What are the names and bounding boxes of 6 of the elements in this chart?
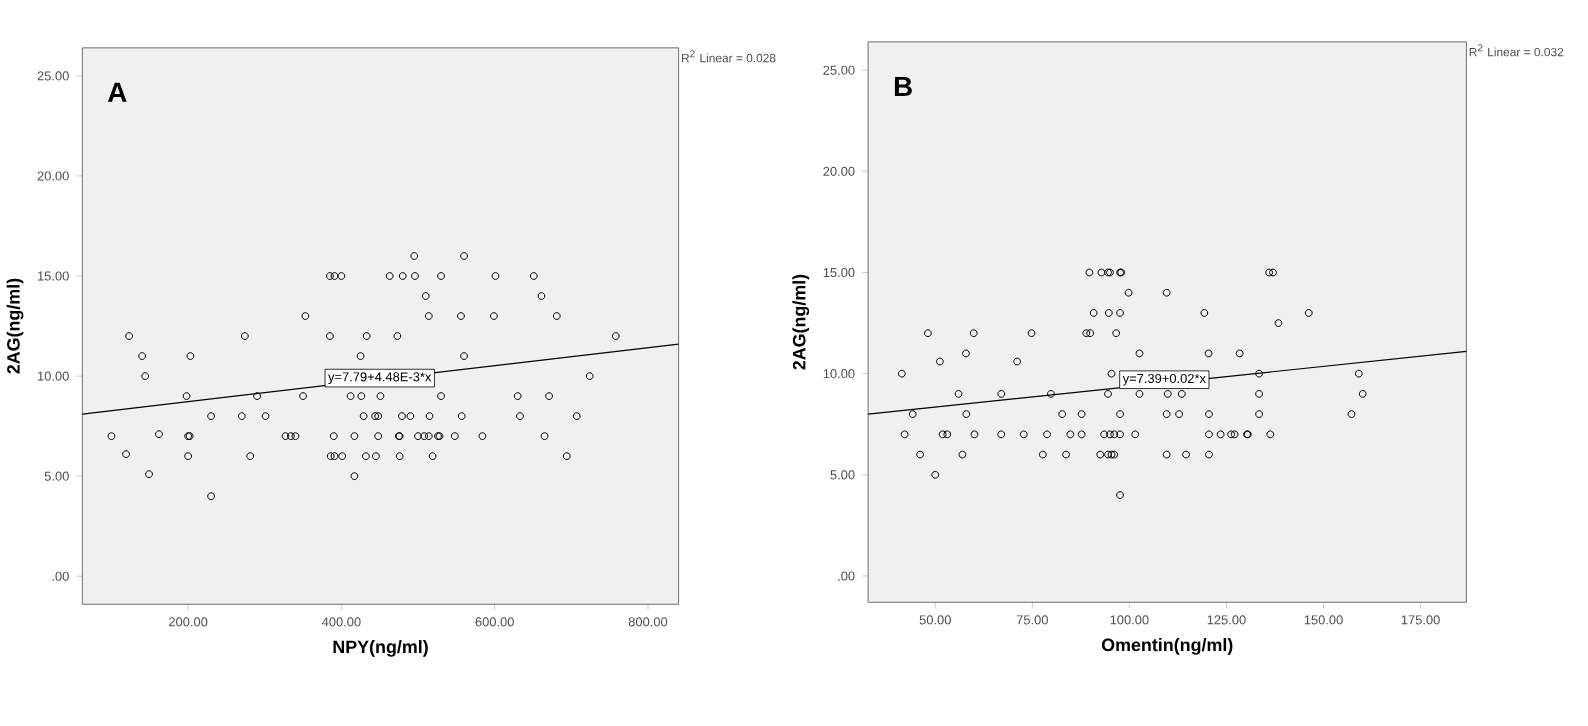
text: A: [107, 82, 127, 102]
y-axis-title: 2AG(ng/ml): [6, 278, 24, 374]
x-axis-title: NPY(ng/ml): [333, 640, 428, 657]
text: B: [894, 76, 912, 97]
y-axis-title: 2AG(ng/ml): [792, 274, 810, 370]
x-axis-title: Omentin(ng/ml): [1101, 638, 1233, 655]
